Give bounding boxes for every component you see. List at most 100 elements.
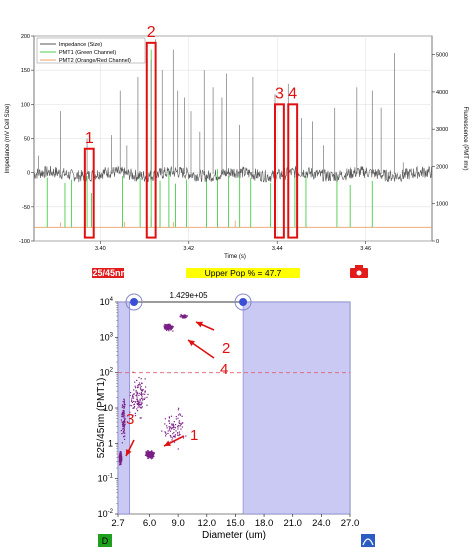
scatter-point [133, 403, 136, 405]
scatter-point [170, 415, 173, 417]
gate-handle[interactable] [130, 298, 138, 306]
scatter-point [123, 414, 125, 416]
scatter-point [123, 421, 125, 423]
scatter-point [150, 456, 152, 458]
scatter-point [146, 404, 148, 406]
scatter-point [120, 419, 123, 421]
scatter-point [141, 390, 144, 392]
scatter-point [169, 324, 171, 326]
scatter-point [179, 425, 181, 427]
scatter-point [133, 393, 135, 395]
scatter-point [122, 422, 124, 424]
scatter-point [122, 413, 124, 415]
scatter-point [164, 431, 166, 433]
scatter-point [172, 423, 175, 425]
scatter-point [119, 459, 122, 462]
scatter-point [182, 422, 184, 424]
scatter-point [119, 461, 121, 463]
scatter-point [151, 452, 153, 454]
scatter-point [121, 421, 123, 423]
scatter-point [141, 406, 143, 408]
scatter-point [170, 327, 172, 329]
annotation-label: 3 [275, 85, 284, 102]
scatter-point [144, 454, 147, 456]
scatter-point [177, 426, 179, 428]
scatter-point [123, 407, 126, 409]
scatter-point [121, 414, 123, 416]
scatter-point [180, 313, 182, 316]
scatter-point [152, 453, 154, 455]
scatter-point [138, 392, 140, 394]
scatter-point [136, 398, 139, 400]
scatter-point [149, 454, 152, 456]
scatter-point [137, 401, 139, 403]
scatter-point [166, 328, 168, 330]
arrow-2a-head [196, 321, 203, 328]
corner-d-badge[interactable]: D [98, 534, 112, 547]
scatter-point [175, 415, 177, 418]
scatter-point [163, 325, 165, 327]
gate-line[interactable] [125, 293, 252, 311]
scatter-point [166, 427, 168, 429]
scatter-point [121, 423, 124, 426]
top-x-ticks: 3.40 3.42 3.44 3.46 [95, 241, 371, 252]
gate-handle[interactable] [239, 298, 248, 306]
scatter-point [146, 452, 148, 455]
time-trace-chart: -100 -50 0 50 100 150 200 0 1000 2000 3000 4000 500… [5, 24, 468, 260]
scatter-x-tick-label: 9.0 [172, 518, 185, 529]
scatter-point [123, 412, 125, 414]
scatter-point [164, 423, 166, 425]
scatter-point [123, 427, 125, 430]
scatter-annotation-label: 4 [220, 361, 228, 378]
scatter-point [170, 428, 172, 430]
scatter-point [122, 413, 124, 415]
scatter-point [140, 417, 142, 419]
scatter-point [148, 452, 151, 454]
scatter-point [139, 404, 141, 406]
histogram-icon[interactable] [361, 534, 375, 547]
scatter-y-tick-label: 10-1 [98, 474, 114, 484]
scatter-point [119, 455, 121, 457]
scatter-x-tick-label: 2.7 [111, 518, 124, 529]
scatter-point [168, 325, 170, 327]
scatter-point [152, 454, 154, 456]
scatter-point [140, 407, 142, 409]
scatter-point [124, 419, 126, 421]
scatter-point [167, 432, 169, 435]
scatter-point [180, 315, 183, 317]
scatter-point [170, 426, 172, 428]
scatter-point [124, 435, 126, 437]
scatter-point [120, 453, 122, 455]
record-icon[interactable] [350, 265, 368, 278]
scatter-point [139, 401, 141, 403]
scatter-point [177, 428, 179, 430]
scatter-point [168, 427, 171, 429]
scatter-point [131, 399, 133, 401]
scatter-point [166, 425, 168, 427]
scatter-point [144, 391, 146, 393]
scatter-point [142, 399, 144, 401]
scatter-point [133, 389, 135, 391]
scatter-point [142, 398, 144, 400]
scatter-point [123, 429, 125, 431]
scatter-point [168, 326, 171, 328]
scatter-point [168, 420, 170, 422]
scatter-point [169, 430, 172, 432]
annotation-label: 2 [147, 24, 156, 41]
scatter-point [171, 424, 173, 426]
scatter-point [165, 329, 168, 331]
legend: Impedance (Size) PMT1 (Green Channel) PMT2… [36, 37, 146, 64]
scatter-point [145, 453, 147, 456]
legend-box [36, 37, 146, 64]
scatter-point [120, 459, 122, 461]
scatter-point [144, 378, 146, 380]
scatter-point [148, 455, 150, 457]
scatter-point [177, 448, 179, 450]
scatter-point [136, 379, 138, 382]
scatter-point [167, 430, 169, 432]
scatter-x-axis-label: Diameter (um) [202, 530, 266, 541]
scatter-point [172, 426, 175, 428]
scatter-point [149, 456, 151, 458]
scatter-point [121, 433, 123, 435]
scatter-point [150, 454, 153, 456]
